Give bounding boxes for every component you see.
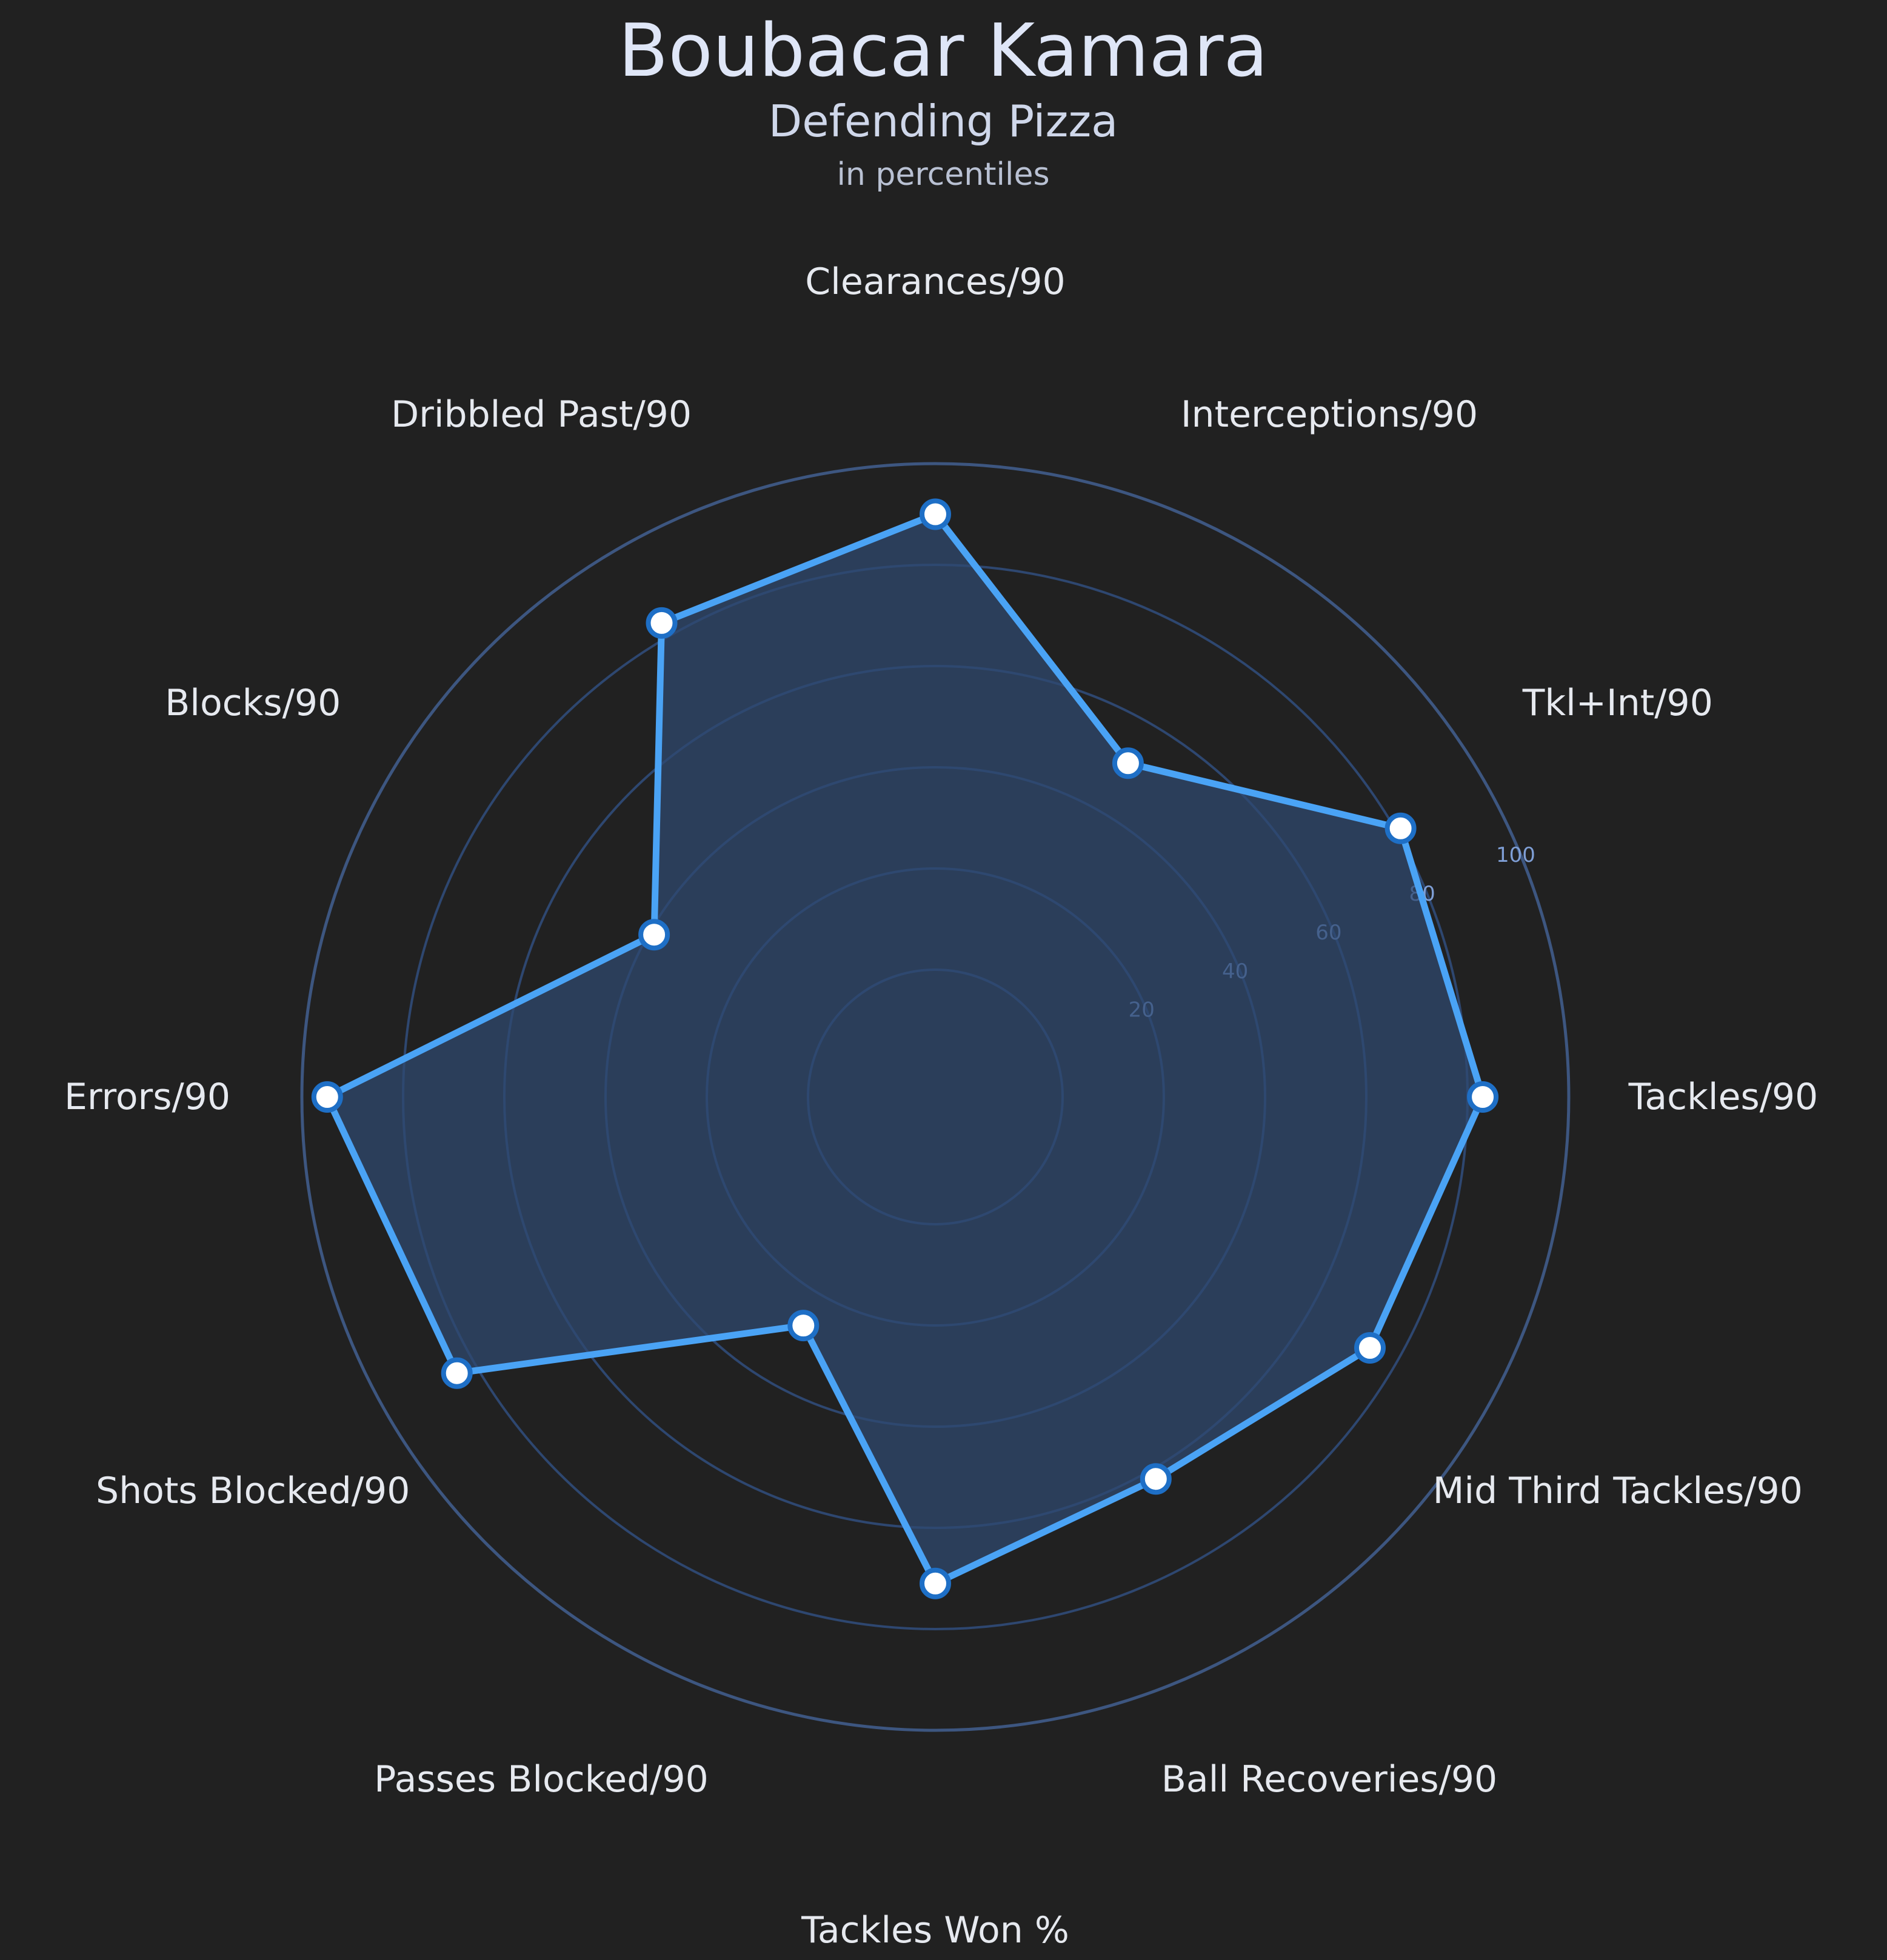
category-label-11: Ball Recoveries/90 [1161,1758,1497,1801]
data-point-11 [1140,1463,1172,1495]
category-label-7: Errors/90 [64,1076,230,1118]
series-layer [311,498,1499,1599]
category-label-4: Clearances/90 [805,261,1065,303]
category-label-3: Interceptions/90 [1181,393,1478,436]
data-point-1 [1467,1081,1499,1113]
data-point-8 [441,1357,473,1389]
category-label-10: Tackles Won % [801,1909,1069,1952]
tick-label-100: 100 [1496,843,1535,867]
chart-subtitle: Defending Pizza [769,96,1118,147]
data-point-2 [1384,812,1417,844]
category-label-5: Dribbled Past/90 [391,393,692,436]
data-point-10 [920,1567,951,1599]
chart-units-note: in percentiles [837,156,1049,193]
category-labels: Tackles/90 Tkl+Int/90 Interceptions/90 Clea… [64,261,1818,1952]
data-point-4 [920,498,951,530]
data-point-3 [1112,747,1144,779]
grid-ring-100 [300,462,1571,1732]
category-label-1: Tackles/90 [1628,1076,1819,1118]
data-point-12 [1354,1332,1386,1364]
category-label-8: Shots Blocked/90 [96,1470,410,1512]
category-label-12: Mid Third Tackles/90 [1433,1470,1803,1512]
data-point-5 [646,607,678,639]
category-label-6: Blocks/90 [165,682,341,724]
series-area [324,511,1486,1587]
category-label-9: Passes Blocked/90 [374,1758,709,1801]
chart-title: Boubacar Kamara [618,9,1268,93]
data-point-6 [638,919,670,951]
data-point-9 [787,1310,820,1342]
category-label-2: Tkl+Int/90 [1522,682,1713,724]
data-point-7 [311,1081,343,1113]
